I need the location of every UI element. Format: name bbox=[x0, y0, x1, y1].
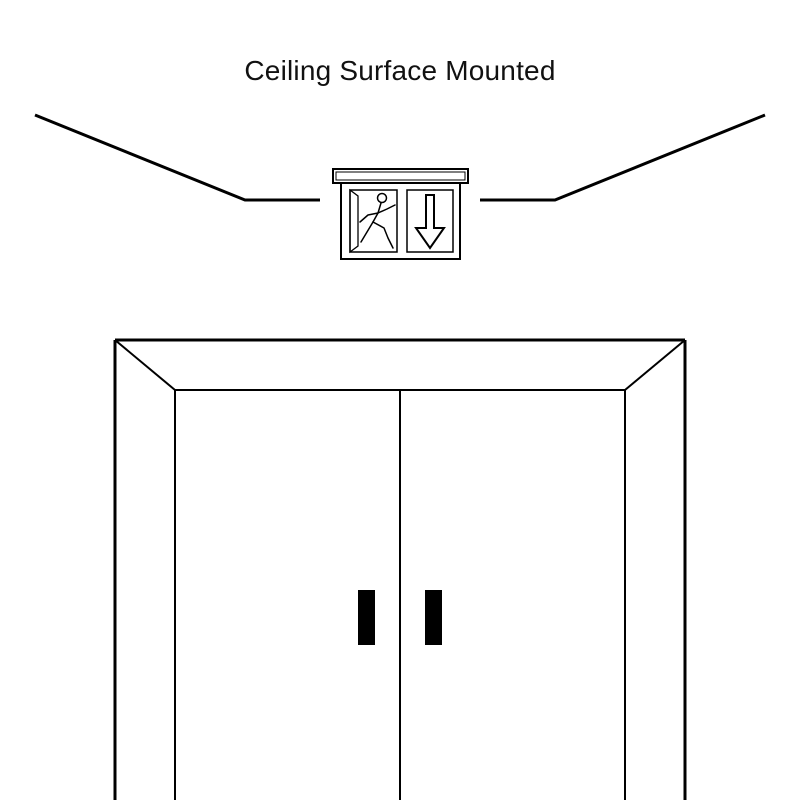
door-handle-right bbox=[425, 590, 442, 645]
doorway bbox=[115, 340, 685, 800]
exit-sign bbox=[333, 169, 468, 259]
mounting-diagram bbox=[0, 0, 800, 800]
door-handle-left bbox=[358, 590, 375, 645]
